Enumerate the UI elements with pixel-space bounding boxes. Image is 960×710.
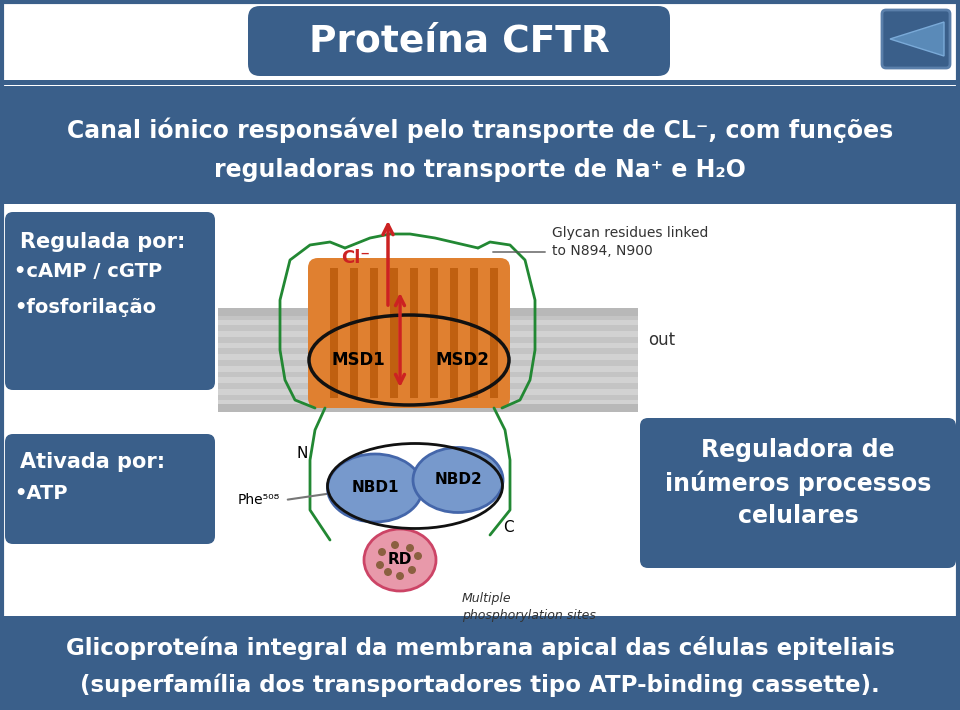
Polygon shape [890, 22, 944, 56]
Text: Cl⁻: Cl⁻ [341, 249, 370, 267]
Bar [218, 337, 638, 343]
FancyBboxPatch shape [640, 418, 956, 568]
Text: RD: RD [388, 552, 412, 567]
Bar [4, 80, 956, 85]
Text: •cAMP / cGTP: •cAMP / cGTP [14, 262, 162, 281]
Bar [350, 268, 358, 398]
Bar [470, 268, 478, 398]
Text: Ativada por:: Ativada por: [20, 452, 165, 472]
Bar [410, 268, 418, 398]
Text: celulares: celulares [737, 504, 858, 528]
Circle shape [396, 572, 404, 580]
Circle shape [406, 544, 414, 552]
Bar [430, 268, 438, 398]
Bar [218, 308, 638, 316]
FancyBboxPatch shape [5, 212, 215, 390]
Ellipse shape [364, 529, 436, 591]
Text: N: N [297, 445, 308, 461]
Text: MSD2: MSD2 [435, 351, 489, 369]
Bar [490, 268, 498, 398]
Ellipse shape [327, 454, 422, 522]
Bar [218, 325, 638, 331]
Bar [218, 389, 638, 395]
Text: •ATP: •ATP [14, 484, 67, 503]
Circle shape [376, 561, 384, 569]
Bar [218, 371, 638, 377]
FancyBboxPatch shape [882, 10, 950, 68]
Bar [218, 383, 638, 389]
FancyBboxPatch shape [308, 258, 510, 408]
Bar [4, 616, 956, 706]
Circle shape [414, 552, 422, 560]
Bar [218, 354, 638, 360]
Text: MSD1: MSD1 [331, 351, 385, 369]
Circle shape [391, 541, 399, 549]
Bar [218, 343, 638, 349]
Bar [218, 395, 638, 400]
Text: Phe⁵⁰⁸: Phe⁵⁰⁸ [238, 493, 280, 507]
Bar [218, 404, 638, 412]
Text: inúmeros processos: inúmeros processos [665, 470, 931, 496]
Text: NBD1: NBD1 [351, 481, 398, 496]
Circle shape [378, 548, 386, 556]
Bar [218, 406, 638, 412]
Text: Multiple
phosphorylation sites: Multiple phosphorylation sites [462, 592, 596, 622]
Text: Proteína CFTR: Proteína CFTR [308, 23, 610, 59]
Bar [370, 268, 378, 398]
Text: •fosforilação: •fosforilação [14, 298, 156, 317]
Bar [390, 268, 398, 398]
Bar [218, 320, 638, 325]
Text: NBD2: NBD2 [434, 472, 482, 488]
Circle shape [384, 568, 392, 576]
Bar [218, 377, 638, 383]
Bar [218, 331, 638, 337]
Text: Reguladora de: Reguladora de [701, 438, 895, 462]
Bar [218, 314, 638, 320]
Text: Regulada por:: Regulada por: [20, 232, 185, 252]
Text: C: C [503, 520, 514, 535]
Bar [218, 308, 638, 314]
Bar [218, 400, 638, 406]
Text: (superfamília dos transportadores tipo ATP-binding cassette).: (superfamília dos transportadores tipo A… [80, 673, 880, 697]
Text: Canal iónico responsável pelo transporte de CL⁻, com funções: Canal iónico responsável pelo transporte… [67, 117, 893, 143]
Text: out: out [648, 331, 675, 349]
Bar [450, 268, 458, 398]
Bar [218, 366, 638, 371]
Text: Glicoproteína integral da membrana apical das células epiteliais: Glicoproteína integral da membrana apica… [65, 636, 895, 660]
Bar [4, 86, 956, 204]
Ellipse shape [413, 447, 503, 513]
Bar [218, 349, 638, 354]
FancyBboxPatch shape [248, 6, 670, 76]
Bar [218, 360, 638, 366]
Circle shape [408, 566, 416, 574]
Text: reguladoras no transporte de Na⁺ e H₂O: reguladoras no transporte de Na⁺ e H₂O [214, 158, 746, 182]
Text: Glycan residues linked
to N894, N900: Glycan residues linked to N894, N900 [552, 226, 708, 258]
FancyBboxPatch shape [5, 434, 215, 544]
Bar [330, 268, 338, 398]
